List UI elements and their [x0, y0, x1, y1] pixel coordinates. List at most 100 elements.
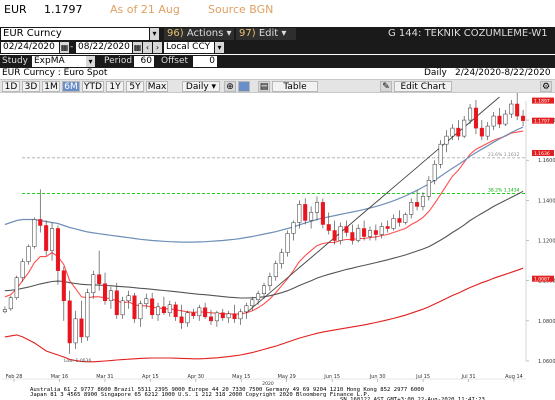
- candle-down: [232, 313, 237, 320]
- frequency-select[interactable]: Daily ▾: [182, 81, 220, 92]
- actions-label: Actions: [186, 28, 224, 39]
- level-badge-text: 1.1897: [534, 99, 550, 105]
- candle-up: [14, 277, 19, 299]
- period-button-3d[interactable]: 3D: [22, 81, 40, 92]
- calendar-icon[interactable]: ▦: [60, 42, 69, 53]
- candle-up: [144, 298, 149, 305]
- low-annotation: Low: 1.0636: [64, 358, 91, 364]
- candle-down: [132, 295, 137, 320]
- arrow-left-icon[interactable]: ‹: [143, 42, 152, 53]
- period-button-1y[interactable]: 1Y: [106, 81, 124, 92]
- last-price-badge-text: 1.1797: [534, 119, 550, 125]
- series-line-bb_lower: [4, 267, 524, 363]
- footer-line-1: Australia 61 2 9777 8600 Brazil 5511 239…: [30, 387, 424, 393]
- x-tick-label: Jul 15: [415, 374, 430, 380]
- currency-select[interactable]: Local CCY: [164, 42, 214, 53]
- candle-up: [462, 119, 467, 137]
- candle-up: [491, 115, 496, 127]
- calendar-icon[interactable]: ▦: [133, 42, 142, 53]
- security-text: EUR Curncy: [3, 28, 62, 39]
- candle-down: [497, 115, 502, 125]
- candle-down: [350, 232, 355, 241]
- candle-up: [509, 103, 514, 115]
- candle-down: [191, 312, 196, 317]
- period-button-max[interactable]: Max: [146, 81, 168, 92]
- candle-down: [55, 228, 60, 271]
- period-button-ytd[interactable]: YTD: [82, 81, 104, 92]
- table-button[interactable]: Table: [272, 81, 318, 92]
- edit-number: 97): [239, 28, 256, 39]
- period-button-1d[interactable]: 1D: [2, 81, 20, 92]
- period-toolbar: 1D 3D 1M 6M YTD 1Y 5Y Max Daily ▾ ⊕ ▤ Table ✎ E…: [0, 79, 555, 93]
- series-line-ema_mid: [4, 190, 524, 299]
- edit-chart-button[interactable]: Edit Chart: [394, 81, 452, 92]
- end-date-field[interactable]: 08/22/2020: [76, 42, 132, 53]
- chevron-down-icon[interactable]: ▾: [86, 56, 95, 67]
- candle-down: [385, 226, 390, 229]
- frequency-text: Daily: [424, 68, 447, 78]
- study-select[interactable]: ExpMA: [32, 56, 86, 67]
- y-tick-label: 1.1000: [538, 279, 555, 285]
- candle-up: [32, 219, 37, 247]
- command-toolbar: EUR Curncy ▾ 96) Actions ▾ 97) Edit ▾ G …: [0, 27, 555, 41]
- candle-up: [426, 180, 431, 197]
- candle-up: [85, 292, 90, 338]
- actions-menu[interactable]: 96) Actions ▾: [164, 28, 234, 40]
- chart-type-icon[interactable]: ▤: [258, 81, 270, 92]
- period-input[interactable]: 60: [134, 56, 154, 67]
- candle-down: [332, 230, 337, 241]
- last-price-badge: [532, 117, 554, 124]
- period-button-5y[interactable]: 5Y: [126, 81, 144, 92]
- level-badge-text: 1.0087: [534, 277, 550, 283]
- candle-up: [432, 163, 437, 181]
- x-year-label: 2020: [262, 381, 274, 387]
- candle-up: [314, 202, 320, 213]
- period-button-6m[interactable]: 6M: [62, 81, 80, 92]
- actions-number: 96): [167, 28, 184, 39]
- line-icon[interactable]: [238, 81, 250, 92]
- x-tick-label: May 29: [278, 374, 296, 380]
- candle-up: [409, 202, 414, 215]
- start-date-field[interactable]: 02/24/2020: [1, 42, 59, 53]
- footer-line-3: SN 168122 AST GMT+3:00 22-Aug-2020 11:47…: [340, 397, 485, 400]
- edit-icon[interactable]: ✎: [380, 81, 392, 92]
- candle-down: [303, 204, 308, 221]
- candle-down: [44, 225, 49, 251]
- candle-up: [309, 212, 314, 221]
- security-dropdown-arrow[interactable]: ▾: [150, 28, 159, 40]
- settings-icon[interactable]: ⚙: [540, 81, 552, 92]
- arrow-right-icon[interactable]: ›: [153, 42, 162, 53]
- candle-up: [126, 295, 131, 302]
- chevron-down-icon[interactable]: ▾: [215, 42, 224, 53]
- x-tick-label: Mar 16: [51, 374, 68, 380]
- x-tick-label: Jun 30: [369, 374, 386, 380]
- chart-canvas: 1.18001.16001.14001.12001.10001.08001.06…: [2, 85, 555, 400]
- x-tick-label: Apr 30: [188, 374, 205, 380]
- candle-up: [244, 305, 249, 313]
- x-tick-label: Mar 31: [96, 374, 113, 380]
- chart-subheader: EUR Curncy : Euro Spot Daily 2/24/2020-8…: [0, 68, 555, 79]
- candle-down: [326, 224, 331, 231]
- edit-menu[interactable]: 97) Edit ▾: [236, 28, 296, 40]
- candle-down: [344, 226, 349, 233]
- candle-up: [297, 204, 302, 223]
- candle-up: [250, 299, 255, 307]
- x-tick-label: Aug 14: [505, 374, 523, 380]
- period-button-1m[interactable]: 1M: [42, 81, 60, 92]
- candle-down: [203, 307, 208, 318]
- candle-up: [73, 318, 78, 344]
- candle-down: [456, 127, 461, 137]
- candle-up: [291, 222, 296, 234]
- level-badge-text: 1.1636: [534, 151, 550, 157]
- offset-input[interactable]: 0: [193, 56, 217, 67]
- x-tick-label: May 15: [232, 374, 250, 380]
- security-input[interactable]: EUR Curncy: [1, 28, 149, 40]
- candle-down: [473, 107, 478, 129]
- candle-up: [356, 228, 361, 241]
- candle-up: [285, 233, 290, 253]
- date-separator: -: [70, 42, 74, 52]
- candle-down: [415, 202, 420, 207]
- candle-up: [214, 312, 219, 322]
- zoom-icon[interactable]: ⊕: [224, 81, 236, 92]
- candle-up: [273, 263, 278, 277]
